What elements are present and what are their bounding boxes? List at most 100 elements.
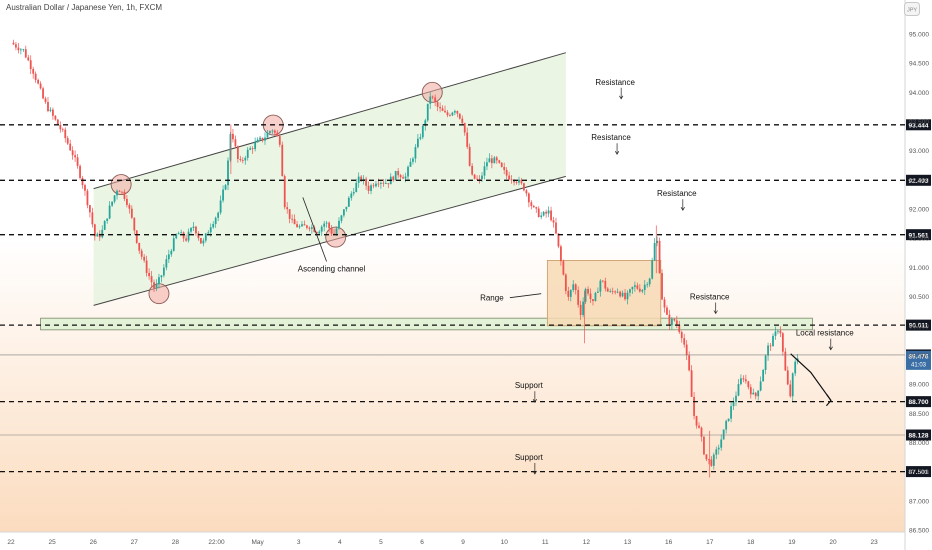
projection-arrowhead — [825, 394, 832, 407]
candle-body — [424, 120, 427, 126]
candle-body — [505, 169, 508, 176]
candle-body — [456, 111, 459, 114]
candle-body — [209, 227, 212, 233]
candle-body — [143, 256, 146, 261]
candle-body — [690, 370, 693, 397]
y-tick-label: 94.000 — [909, 90, 929, 97]
candle-body — [503, 166, 506, 170]
candle-body — [643, 284, 646, 290]
y-tick-label: 94.500 — [909, 61, 929, 68]
candle-body — [412, 158, 414, 162]
candle-body — [273, 130, 276, 133]
candle-body — [560, 246, 562, 262]
annotation-label: Range — [480, 294, 504, 303]
candle-body — [678, 324, 681, 333]
candle-body — [74, 155, 77, 158]
annotation-label: Resistance — [595, 78, 635, 87]
candle-body — [190, 227, 192, 232]
candle-body — [431, 96, 434, 98]
y-tick-label: 89.500 — [909, 352, 929, 359]
candle-body — [155, 283, 158, 289]
x-tick-label: 9 — [461, 539, 465, 546]
candle-body — [537, 208, 540, 217]
candle-body — [298, 226, 301, 228]
candle-body — [606, 288, 609, 292]
annotation-arrowhead — [828, 346, 833, 351]
candle-body — [234, 139, 237, 147]
candle-body — [727, 418, 730, 421]
candle-body — [323, 223, 326, 227]
candle-body — [429, 96, 432, 104]
candle-body — [636, 285, 639, 289]
price-tag-label: 88.128 — [909, 433, 929, 440]
candle-body — [227, 160, 229, 186]
candle-body — [86, 190, 89, 206]
candle-body — [631, 286, 634, 290]
channel-upper-line — [93, 52, 566, 190]
candle-body — [293, 219, 296, 225]
candle-body — [89, 205, 91, 213]
candle-body — [79, 165, 81, 178]
candle-body — [367, 185, 370, 191]
candle-body — [276, 132, 279, 137]
candle-body — [239, 159, 242, 161]
candle-body — [779, 330, 782, 334]
price-tag-label: 90.011 — [909, 323, 929, 330]
candle-body — [471, 165, 474, 175]
candle-body — [360, 176, 363, 181]
candle-body — [281, 144, 284, 177]
candle-body — [320, 226, 323, 232]
candle-body — [138, 242, 141, 251]
candle-body — [162, 267, 165, 276]
candle-body — [121, 191, 123, 193]
candle-body — [463, 123, 466, 133]
candle-body — [451, 112, 454, 116]
candle-body — [17, 47, 20, 51]
candle-body — [653, 243, 656, 261]
candle-body — [688, 355, 691, 371]
candle-body — [387, 183, 390, 185]
candle-body — [781, 333, 784, 352]
candle-body — [362, 178, 365, 181]
candle-body — [345, 206, 348, 210]
time-axis[interactable]: 22 25 26 27 28 22:00 May 3 4 5 6 9 10 11 12 13 16 17 18 19 2… — [7, 539, 878, 546]
candle-body — [762, 369, 765, 382]
candle-body — [490, 158, 493, 164]
x-tick-label: 19 — [788, 539, 796, 546]
candle-body — [638, 288, 641, 292]
candle-body — [266, 132, 269, 138]
candle-body — [340, 215, 343, 221]
candle-body — [584, 288, 587, 302]
candle-body — [648, 278, 651, 285]
candle-body — [777, 330, 779, 332]
candle-body — [742, 378, 745, 380]
price-axis[interactable]: 95.000 94.500 94.000 93.500 93.000 92.500 92.0… — [909, 32, 929, 535]
candle-body — [530, 202, 533, 206]
candle-body — [318, 231, 321, 234]
candle-body — [712, 454, 715, 466]
x-tick-label: 16 — [665, 539, 673, 546]
candle-body — [416, 138, 419, 148]
candle-body — [254, 142, 257, 150]
candle-body — [153, 282, 155, 289]
candle-body — [772, 335, 774, 347]
candle-body — [740, 378, 742, 385]
candle-body — [81, 177, 84, 186]
candle-body — [661, 273, 663, 300]
x-tick-label: 10 — [501, 539, 509, 546]
candle-body — [527, 193, 530, 203]
candle-body — [444, 110, 446, 113]
candle-body — [683, 338, 686, 345]
candle-body — [670, 319, 673, 326]
candle-body — [315, 232, 318, 234]
x-tick-label: 6 — [420, 539, 424, 546]
x-tick-label: 18 — [747, 539, 755, 546]
candle-body — [495, 157, 498, 161]
x-tick-label: 20 — [829, 539, 837, 546]
candle-body — [22, 49, 25, 51]
candle-body — [601, 280, 604, 282]
annotation-arrowhead — [532, 470, 537, 475]
annotation-arrowhead — [532, 399, 537, 403]
candle-body — [192, 226, 195, 228]
